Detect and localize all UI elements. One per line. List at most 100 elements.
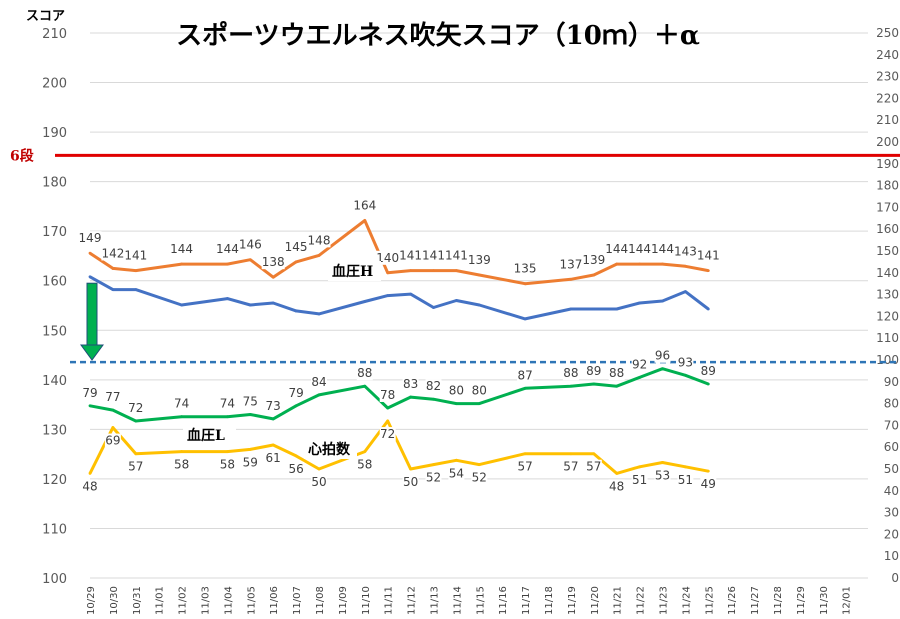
pulse-label-bg xyxy=(265,451,282,466)
bp_low-point xyxy=(432,397,435,401)
bp_high-label-bg xyxy=(582,252,606,267)
bp_low-point xyxy=(294,404,298,408)
chart-title: スポーツウエルネス吹矢スコア（10ｍ）＋α xyxy=(176,20,700,51)
pulse-data-label: 61 xyxy=(266,451,281,465)
bp_high-point xyxy=(706,269,710,273)
bp_low-data-label: 77 xyxy=(105,390,120,404)
bp_high-data-label: 141 xyxy=(399,249,422,263)
bp_high-data-label: 137 xyxy=(559,257,582,271)
pulse-label-bg xyxy=(127,459,144,474)
bp_low-data-label: 82 xyxy=(426,379,441,393)
score-point xyxy=(386,294,390,297)
pulse-point xyxy=(271,443,275,447)
bp_high-point xyxy=(363,219,367,222)
pulse-point xyxy=(638,465,641,469)
pulse-label-bg xyxy=(379,427,396,442)
pulse-point xyxy=(477,463,481,467)
right-tick-label: 170 xyxy=(876,200,899,214)
bp_low-point xyxy=(271,417,275,421)
pulse-label-bg xyxy=(631,472,648,487)
bp_low-data-label: 80 xyxy=(449,384,464,398)
bp_low-data-label: 96 xyxy=(655,349,670,363)
bp_high-data-label: 144 xyxy=(651,242,674,256)
pulse-data-label: 58 xyxy=(357,458,372,472)
bp_low-label-bg xyxy=(585,363,602,378)
bp_low-label-bg xyxy=(311,374,327,389)
bp_high-data-label: 139 xyxy=(468,253,491,267)
right-tick-label: 200 xyxy=(876,135,899,149)
pulse-label-bg xyxy=(562,459,579,474)
pulse-label-bg xyxy=(654,468,671,483)
bp_low-point xyxy=(317,393,321,397)
pulse-label-bg xyxy=(173,457,190,472)
right-tick-label: 160 xyxy=(876,222,899,236)
bp_low-point xyxy=(248,413,252,416)
bp_high-label-bg xyxy=(238,237,262,252)
score-point xyxy=(455,299,458,302)
bp_high-label-bg xyxy=(261,255,285,270)
right-axis-ticks: 0 10 20 30 40 50 60 70 80 90 100 110 120 130 140 150 160… xyxy=(876,26,899,585)
x-tick-label: 11/15 xyxy=(475,586,486,615)
bp_low-data-label: 74 xyxy=(174,397,189,411)
bp_high-label-bg xyxy=(628,242,652,257)
x-tick-label: 10/31 xyxy=(132,586,143,615)
bp_high-point xyxy=(569,277,573,281)
bp_high-label-bg xyxy=(78,231,102,246)
bp_high-label-bg xyxy=(673,244,697,259)
x-tick-label: 11/02 xyxy=(178,586,189,615)
bp_high-data-label: 135 xyxy=(514,262,537,276)
pulse-data-label: 48 xyxy=(609,479,624,493)
pulse-point xyxy=(569,452,573,456)
x-tick-label: 11/26 xyxy=(727,586,738,615)
pulse-point xyxy=(111,426,115,429)
right-tick-label: 60 xyxy=(884,440,899,454)
score-point xyxy=(638,301,641,305)
score-point xyxy=(180,303,184,307)
bp_high-point xyxy=(661,262,664,266)
bp_high-label-bg xyxy=(696,248,720,263)
bp_high-point xyxy=(226,262,229,266)
score-point xyxy=(706,307,710,311)
right-tick-label: 220 xyxy=(876,91,899,105)
annotation-bg xyxy=(328,261,381,281)
pulse-data-label: 50 xyxy=(403,475,418,489)
left-tick-label: 110 xyxy=(42,522,67,537)
bp_high-point xyxy=(638,262,641,266)
pulse-data-label: 58 xyxy=(174,458,189,472)
right-tick-label: 40 xyxy=(884,484,899,498)
bp_high-point xyxy=(684,264,687,268)
reference-lines: 6段 xyxy=(10,147,900,364)
left-tick-label: 180 xyxy=(42,176,67,191)
score-point xyxy=(661,299,664,303)
down-arrow-head xyxy=(80,344,104,361)
bp_low-data-label: 88 xyxy=(563,366,578,380)
score-line xyxy=(89,275,710,321)
bp_high-data-label: 149 xyxy=(79,231,102,245)
pulse-data-label: 54 xyxy=(449,466,464,480)
right-tick-label: 250 xyxy=(876,26,899,40)
x-tick-label: 11/07 xyxy=(292,586,303,615)
bp_high-data-label: 142 xyxy=(101,246,124,260)
bp_high-data-label: 139 xyxy=(582,253,605,267)
bp_high-point xyxy=(248,258,252,262)
x-axis-ticks: 10/29 10/30 10/31 11/01 11/02 11/03 11/04 11/05… xyxy=(86,586,853,615)
bp_low-data-label: 83 xyxy=(403,377,418,391)
bp_low-label-bg xyxy=(173,396,190,411)
bp_low-data-label: 92 xyxy=(632,357,647,371)
bp_high-data-label: 138 xyxy=(262,255,285,269)
x-tick-label: 11/19 xyxy=(567,586,578,615)
x-tick-label: 10/30 xyxy=(109,586,120,615)
bp_high-label-bg xyxy=(605,242,629,257)
bp_high-data-label: 141 xyxy=(422,249,445,263)
pulse-point xyxy=(432,463,435,467)
left-tick-label: 190 xyxy=(42,126,67,141)
annotation-bg xyxy=(183,425,236,445)
x-tick-label: 11/24 xyxy=(681,586,692,615)
pulse-label-bg xyxy=(356,457,373,472)
bp_high-data-label: 143 xyxy=(674,244,697,258)
pulse-label-bg xyxy=(608,479,625,494)
x-tick-label: 11/23 xyxy=(659,586,670,615)
bp_high-data-label: 146 xyxy=(239,238,262,252)
bp_low-data-label: 88 xyxy=(609,366,624,380)
left-tick-label: 120 xyxy=(42,473,67,488)
